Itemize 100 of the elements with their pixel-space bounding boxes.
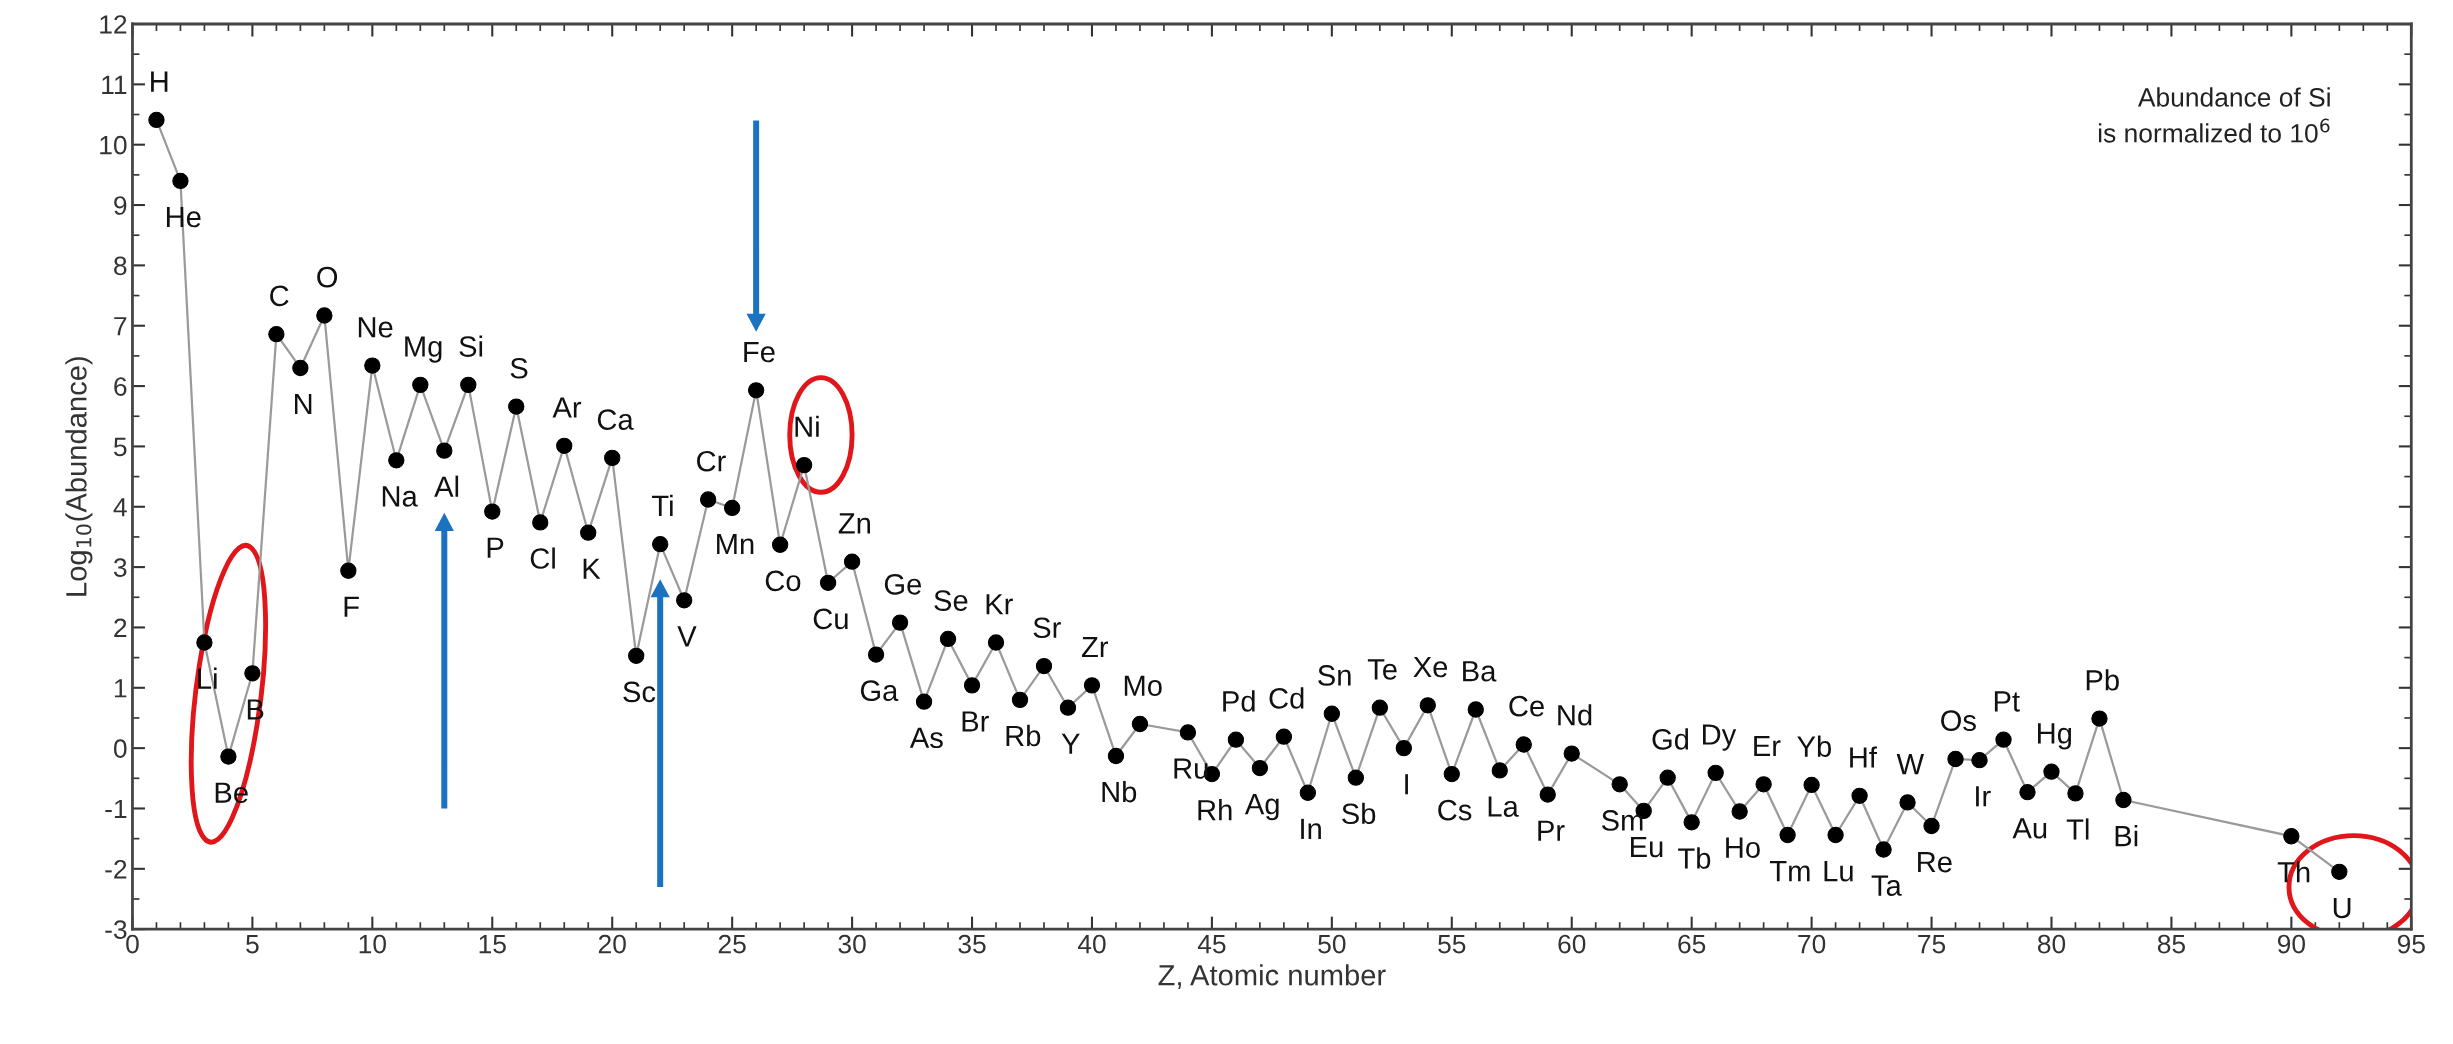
annotation: I (1405, 774, 1408, 795)
annotation: Nd (1558, 704, 1592, 726)
annotation: Ru (1174, 758, 1208, 779)
annotation: Xe (1413, 656, 1448, 678)
y-tick-label: 11 (102, 75, 127, 94)
x-tick-label: 40 (1077, 934, 1106, 954)
y-tick-label: -2 (105, 859, 127, 879)
annotation: Ti (652, 494, 673, 516)
annotation: Os (1941, 710, 1976, 732)
annotation: Hg (2038, 723, 2072, 750)
annotation: Re (1918, 852, 1952, 873)
annotation: Pt (1994, 691, 2020, 712)
x-tick-label: 85 (2157, 934, 2185, 954)
annotation: C (270, 285, 289, 307)
annotation: Au (2012, 818, 2047, 839)
y-tick-label: 4 (113, 498, 127, 517)
annotation: H (151, 71, 168, 92)
x-tick-label: 15 (479, 934, 506, 954)
y-tick-label: 3 (113, 558, 127, 577)
annotation: Ca (597, 409, 634, 430)
annotation: Ho (1726, 837, 1760, 858)
annotation: In (1301, 818, 1321, 839)
annotation: Er (1754, 736, 1781, 757)
x-tick-label: 50 (1318, 934, 1346, 954)
annotation: Cr (697, 450, 726, 472)
x-tick-label: 25 (718, 934, 746, 954)
annotation: Sb (1342, 802, 1376, 825)
annotation: Y (1061, 733, 1080, 754)
annotation: Rb (1006, 724, 1041, 747)
annotation: Se (934, 590, 968, 611)
x-tick-label: 95 (2397, 934, 2425, 954)
y-tick-label: 6 (114, 377, 127, 396)
annotation: Rh (1198, 799, 1232, 821)
annotation: Sr (1033, 617, 1061, 639)
x-tick-label: 30 (838, 934, 866, 954)
annotation: Cu (813, 608, 848, 630)
y-tick-label: 10 (100, 135, 127, 155)
y-tick-label: 5 (113, 437, 127, 457)
annotation: Sn (1318, 665, 1351, 686)
annotation: Ce (1509, 695, 1544, 717)
y-tick-label: 9 (114, 196, 127, 215)
annotation: Abundance of Si is normalized to 10$^{6}$ (2098, 87, 2330, 143)
y-tick-label: -1 (105, 799, 127, 819)
annotation: Dy (1703, 724, 1737, 751)
annotation: Al (434, 475, 459, 497)
y-tick-label: 2 (114, 618, 127, 638)
annotation: Pr (1538, 820, 1565, 841)
annotation: Co (765, 570, 801, 592)
annotation: Zr (1081, 637, 1109, 658)
x-tick-label: 90 (2277, 934, 2306, 954)
annotation: Fe (744, 341, 775, 363)
annotation: Mo (1124, 675, 1162, 697)
annotation: Cl (530, 547, 555, 569)
annotation: Pd (1223, 690, 1255, 712)
x-axis-title: Z, Atomic number (1158, 964, 1386, 990)
annotation: U (2333, 897, 2351, 919)
x-tick-label: 75 (1918, 934, 1946, 954)
annotation: Gd (1652, 728, 1689, 750)
y-axis-title: Log$_{10}$(Abundance) (65, 357, 93, 596)
annotation: Na (382, 486, 418, 507)
x-tick-label: 20 (598, 934, 626, 954)
annotation: Mn (717, 534, 754, 555)
annotation: Sm (1601, 810, 1643, 831)
annotation: W (1896, 754, 1924, 775)
y-tick-label: 8 (114, 256, 127, 276)
annotation: O (317, 266, 338, 288)
y-tick-label: -3 (105, 920, 127, 939)
annotation: Bi (2115, 825, 2138, 847)
annotation: Pb (2086, 669, 2119, 691)
annotation: La (1488, 796, 1519, 817)
annotation: Lu (1824, 861, 1853, 882)
x-tick-label: 35 (958, 934, 986, 954)
annotation: Nb (1102, 780, 1137, 803)
annotation: Eu (1631, 836, 1663, 858)
annotation: Ir (1976, 786, 1991, 807)
annotation: Zn (838, 513, 870, 534)
annotation: Hf (1850, 746, 1877, 768)
annotation: Cs (1438, 799, 1472, 821)
annotation: V (677, 626, 697, 647)
x-tick-label: 10 (359, 934, 386, 954)
y-tick-label: 0 (113, 739, 127, 758)
annotation: Tm (1770, 861, 1810, 882)
x-tick-label: 65 (1678, 934, 1706, 954)
annotation: Ba (1463, 661, 1497, 682)
y-tick-label: 7 (114, 317, 127, 336)
annotation: Mg (405, 336, 442, 363)
annotation: Ga (860, 680, 899, 702)
y-tick-label: 1 (114, 679, 127, 698)
annotation: Tb (1678, 847, 1711, 869)
annotation: Ar (552, 397, 582, 418)
annotation: As (909, 727, 943, 749)
annotation: K (583, 558, 601, 579)
annotation: Ne (358, 317, 393, 338)
x-tick-label: 55 (1438, 934, 1466, 954)
annotation: He (166, 206, 201, 228)
annotation: Si (459, 335, 483, 357)
x-tick-label: 5 (246, 934, 259, 954)
annotation: Cd (1269, 687, 1304, 709)
x-tick-label: 60 (1558, 934, 1586, 954)
x-tick-label: 80 (2037, 934, 2066, 954)
